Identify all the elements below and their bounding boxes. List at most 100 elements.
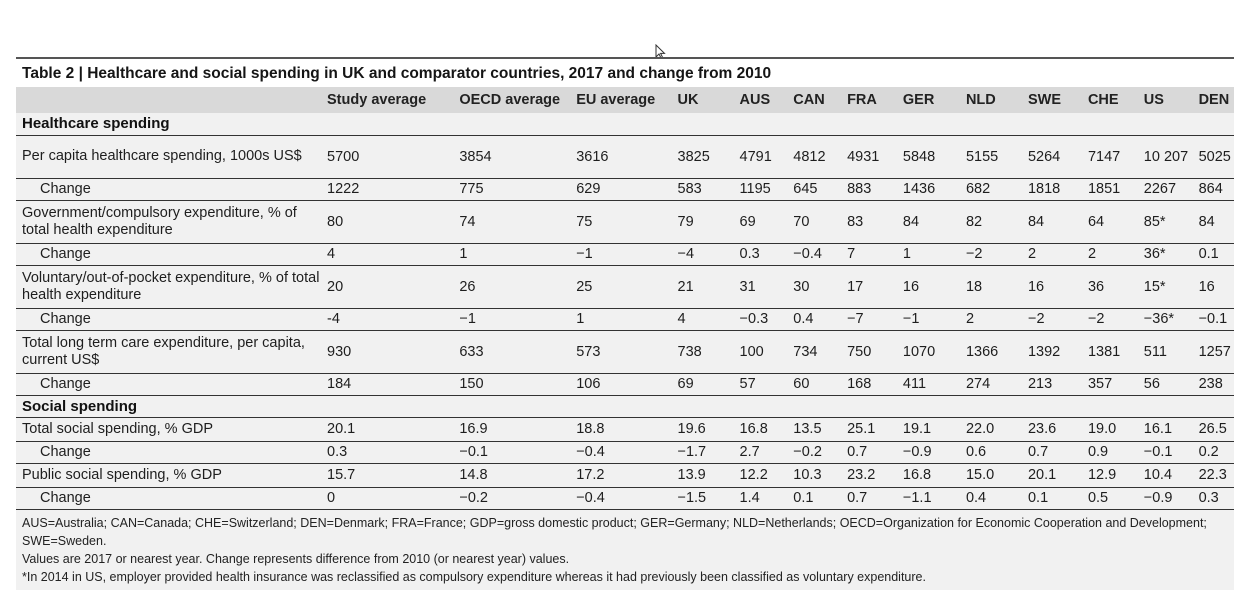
table-cell: 16.1 xyxy=(1143,421,1173,437)
row-label: Total long term care expenditure, per ca… xyxy=(22,334,305,368)
table-cell: 74 xyxy=(459,213,476,230)
row-label: Change xyxy=(40,489,91,506)
table-cell: 3616 xyxy=(576,148,609,165)
table-cell: 10.4 xyxy=(1143,467,1173,483)
table-cell: −0.2 xyxy=(459,490,488,506)
column-header: OECD average xyxy=(459,92,561,108)
row-label: Change xyxy=(40,443,91,460)
table-cell: −0.4 xyxy=(576,444,605,460)
table-cell: −4 xyxy=(677,246,695,262)
table-cell: 100 xyxy=(739,343,764,360)
table-cell: 20 xyxy=(327,278,344,295)
table-cell: 1818 xyxy=(1027,181,1061,197)
table-cell: 2.7 xyxy=(739,444,760,460)
table-cell: 645 xyxy=(793,181,818,197)
column-header: DEN xyxy=(1198,92,1230,108)
table-cell: 1195 xyxy=(739,181,771,197)
table-cell: 1257 xyxy=(1198,343,1231,360)
table-cell: 23.2 xyxy=(847,467,876,483)
table-cell: 411 xyxy=(902,376,927,392)
table-cell: 3854 xyxy=(459,148,492,165)
footnote-line: *In 2014 in US, employer provided health… xyxy=(22,569,926,584)
table-cell: 16 xyxy=(902,278,920,295)
table-cell: 13.5 xyxy=(793,421,822,437)
table-cell: 0.1 xyxy=(1198,246,1219,262)
column-header: CHE xyxy=(1087,92,1119,108)
table-cell: 5264 xyxy=(1027,148,1061,165)
table-cell: −0.4 xyxy=(576,490,605,506)
table-cell: 1392 xyxy=(1027,343,1061,360)
table-row: Government/compulsory expenditure, % of … xyxy=(16,200,1234,243)
table-cell: −0.1 xyxy=(1143,444,1173,460)
table-cell: 20.1 xyxy=(1027,467,1057,483)
table-cell: 16.8 xyxy=(902,467,932,483)
table-cell: 15.0 xyxy=(965,467,995,483)
table-cell: 79 xyxy=(677,213,694,230)
table-cell: −1.5 xyxy=(677,490,707,506)
spending-table-container: Table 2 | Healthcare and social spending… xyxy=(16,57,1234,590)
table-cell: 12.9 xyxy=(1087,467,1117,483)
table-cell: 864 xyxy=(1198,181,1223,197)
table-cell: 31 xyxy=(739,278,756,295)
table-cell: 0.2 xyxy=(1198,444,1219,460)
table-cell: 0.6 xyxy=(965,444,987,460)
table-cell: 20.1 xyxy=(327,421,356,437)
table-cell: −36* xyxy=(1143,311,1175,327)
table-cell: 16.8 xyxy=(739,421,768,437)
table-cell: −0.9 xyxy=(902,444,932,460)
table-cell: 213 xyxy=(1027,376,1053,392)
column-header: AUS xyxy=(739,92,771,108)
table-cell: 17 xyxy=(847,278,864,295)
table-footnotes: AUS=Australia; CAN=Canada; CHE=Switzerla… xyxy=(16,509,1234,590)
table-row: Voluntary/out-of-pocket expenditure, % o… xyxy=(16,265,1234,308)
table-row: Total social spending, % GDP 20.1 16.9 18.8… xyxy=(16,417,1234,441)
table-cell: 13.9 xyxy=(677,467,706,483)
table-cell: 4 xyxy=(327,246,336,262)
table-cell: 930 xyxy=(327,343,352,360)
spending-table: Study average OECD average EU average UK AUS… xyxy=(16,87,1234,510)
table-cell: 69 xyxy=(739,213,756,230)
table-cell: 10.3 xyxy=(793,467,822,483)
table-cell: 5848 xyxy=(902,148,936,165)
column-header: NLD xyxy=(965,92,996,108)
table-cell: 12.2 xyxy=(739,467,768,483)
table-cell: 0.5 xyxy=(1087,490,1109,506)
table-cell: 2 xyxy=(965,311,975,327)
table-cell: 750 xyxy=(847,343,872,360)
table-title: Table 2 | Healthcare and social spending… xyxy=(16,59,1234,87)
table-cell: 0.1 xyxy=(1027,490,1049,506)
table-cell: 4812 xyxy=(793,148,826,165)
table-cell: 883 xyxy=(847,181,872,197)
table-cell: 16.9 xyxy=(459,421,488,437)
table-cell: 150 xyxy=(459,376,484,392)
table-cell: 64 xyxy=(1087,213,1105,230)
table-cell: 682 xyxy=(965,181,991,197)
table-cell: 75 xyxy=(576,213,593,230)
table-cell: 573 xyxy=(576,343,601,360)
table-cell: 0.7 xyxy=(1027,444,1049,460)
table-cell: −1 xyxy=(902,311,920,327)
table-cell: −2 xyxy=(965,246,983,262)
table-cell: 0.7 xyxy=(847,490,868,506)
table-cell: 0.3 xyxy=(327,444,348,460)
table-cell: 56 xyxy=(1143,376,1160,392)
table-cell: −2 xyxy=(1027,311,1045,327)
table-cell: 1 xyxy=(576,311,585,327)
row-label: Total social spending, % GDP xyxy=(22,420,214,437)
table-cell: 25 xyxy=(576,278,593,295)
table-cell: 19.0 xyxy=(1087,421,1117,437)
table-cell: 511 xyxy=(1143,343,1167,360)
table-cell: -4 xyxy=(327,311,340,327)
table-cell: 84 xyxy=(1027,213,1045,230)
table-cell: 5025 xyxy=(1198,148,1231,165)
table-cell: −7 xyxy=(847,311,864,327)
header-row: Study average OECD average EU average UK AUS… xyxy=(16,87,1234,113)
section-header-row: Healthcare spending xyxy=(16,113,1234,135)
row-label: Change xyxy=(40,375,91,392)
table-cell: 0.3 xyxy=(739,246,760,262)
table-cell: 5700 xyxy=(327,148,360,165)
table-cell: 0.7 xyxy=(847,444,868,460)
table-cell: 238 xyxy=(1198,376,1223,392)
column-header: GER xyxy=(902,92,935,108)
change-row: Change 4 1 −1 −4 0.3 −0.4 7 1 −2 2 2 36* 0.1 xyxy=(16,243,1234,265)
